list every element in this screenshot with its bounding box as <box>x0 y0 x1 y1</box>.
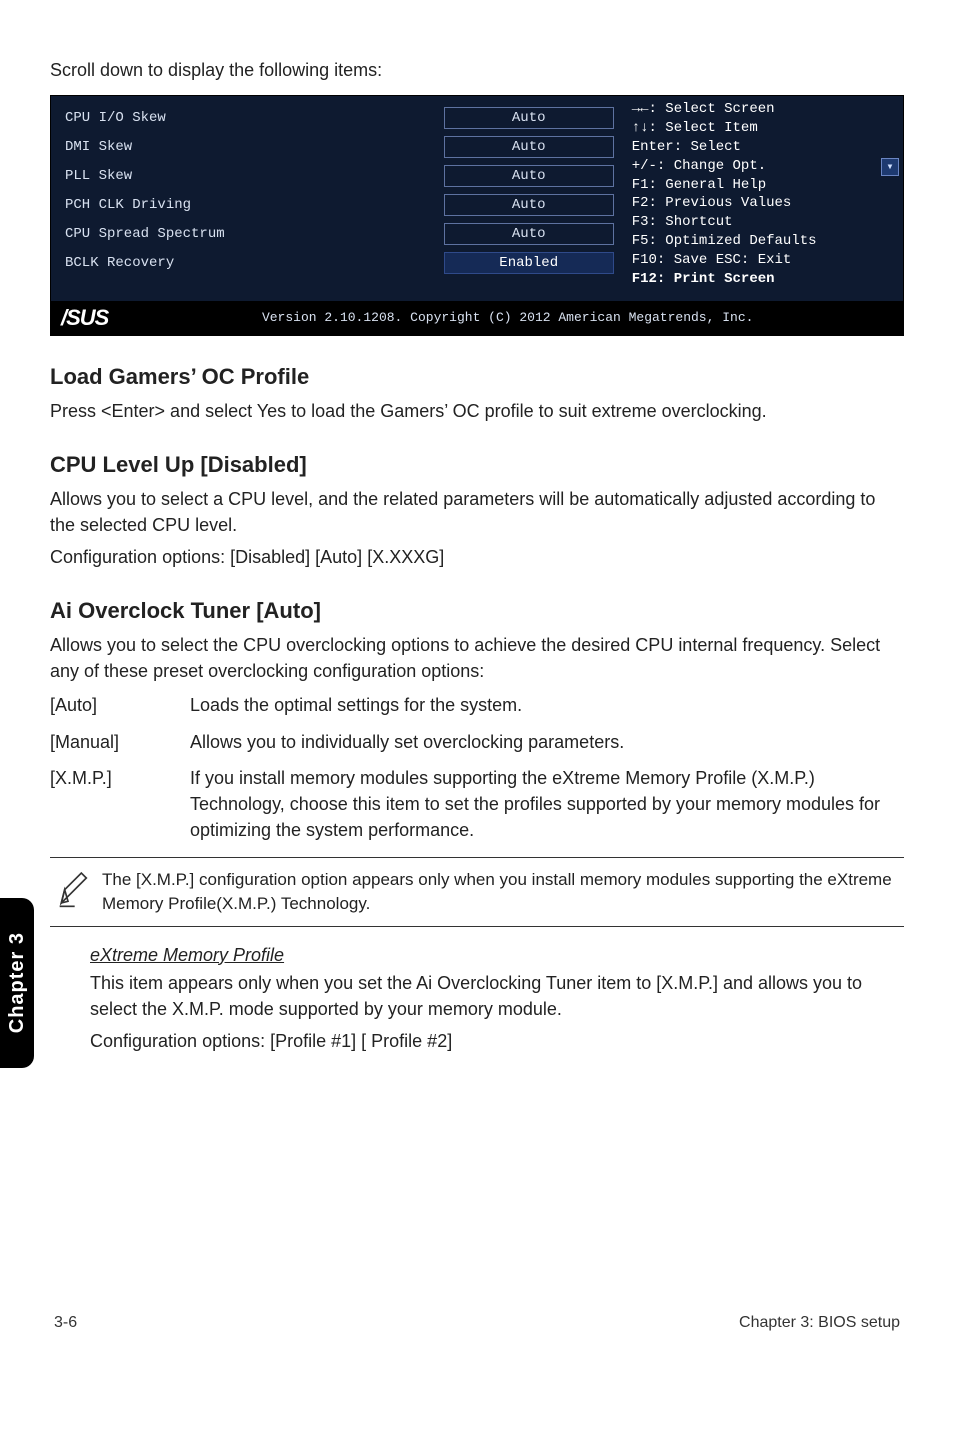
option-value: Allows you to individually set overclock… <box>190 729 904 755</box>
option-row: [X.M.P.] If you install memory modules s… <box>50 765 904 843</box>
option-key: [Manual] <box>50 729 190 755</box>
bios-help-panel: ▾ →←: Select Screen ↑↓: Select Item Ente… <box>624 96 903 301</box>
bios-version-text: Version 2.10.1208. Copyright (C) 2012 Am… <box>122 310 893 325</box>
bios-row: BCLK Recovery Enabled <box>65 252 614 274</box>
bios-value[interactable]: Auto <box>444 165 614 187</box>
page-footer: 3-6 Chapter 3: BIOS setup <box>50 1314 904 1332</box>
section-body: Allows you to select a CPU level, and th… <box>50 486 904 538</box>
subsection: eXtreme Memory Profile This item appears… <box>50 945 904 1054</box>
bios-screenshot: CPU I/O Skew Auto DMI Skew Auto PLL Skew Au… <box>50 95 904 336</box>
bios-value[interactable]: Auto <box>444 107 614 129</box>
help-line: F2: Previous Values <box>632 194 893 213</box>
asus-logo: /SUS <box>61 305 108 331</box>
help-line: F3: Shortcut <box>632 213 893 232</box>
help-line: F5: Optimized Defaults <box>632 232 893 251</box>
options-list: [Auto] Loads the optimal settings for th… <box>50 692 904 842</box>
section-body: Press <Enter> and select Yes to load the… <box>50 398 904 424</box>
bios-row: DMI Skew Auto <box>65 136 614 158</box>
subsection-body: This item appears only when you set the … <box>90 970 904 1022</box>
bios-label: CPU I/O Skew <box>65 110 166 126</box>
pencil-icon <box>56 868 102 913</box>
help-line: F10: Save ESC: Exit <box>632 251 893 270</box>
bios-row: PLL Skew Auto <box>65 165 614 187</box>
bios-value[interactable]: Auto <box>444 136 614 158</box>
note-text: The [X.M.P.] configuration option appear… <box>102 868 898 916</box>
section-body: Configuration options: [Disabled] [Auto]… <box>50 544 904 570</box>
page-content: Scroll down to display the following ite… <box>0 0 954 1372</box>
bios-row: PCH CLK Driving Auto <box>65 194 614 216</box>
option-row: [Manual] Allows you to individually set … <box>50 729 904 755</box>
bios-label: PLL Skew <box>65 168 132 184</box>
page-footer-right: Chapter 3: BIOS setup <box>739 1314 900 1332</box>
help-line: F1: General Help <box>632 176 893 195</box>
section-title-cpu-level: CPU Level Up [Disabled] <box>50 452 904 478</box>
bios-value[interactable]: Auto <box>444 194 614 216</box>
option-value: Loads the optimal settings for the syste… <box>190 692 904 718</box>
help-line: →←: Select Screen <box>632 100 893 119</box>
bios-label: DMI Skew <box>65 139 132 155</box>
intro-text: Scroll down to display the following ite… <box>50 60 904 81</box>
option-key: [Auto] <box>50 692 190 718</box>
section-body: Allows you to select the CPU overclockin… <box>50 632 904 684</box>
bios-row: CPU I/O Skew Auto <box>65 107 614 129</box>
subsection-body: Configuration options: [Profile #1] [ Pr… <box>90 1028 904 1054</box>
section-title-ai-tuner: Ai Overclock Tuner [Auto] <box>50 598 904 624</box>
option-value: If you install memory modules supporting… <box>190 765 904 843</box>
bios-label: BCLK Recovery <box>65 255 174 271</box>
help-line: +/-: Change Opt. <box>632 157 893 176</box>
bios-label: CPU Spread Spectrum <box>65 226 225 242</box>
option-key: [X.M.P.] <box>50 765 190 843</box>
section-title-load-profile: Load Gamers’ OC Profile <box>50 364 904 390</box>
bios-value[interactable]: Auto <box>444 223 614 245</box>
bios-value[interactable]: Enabled <box>444 252 614 274</box>
subsection-title: eXtreme Memory Profile <box>90 945 904 966</box>
help-line: F12: Print Screen <box>632 270 893 289</box>
page-number: 3-6 <box>54 1314 77 1332</box>
help-line: ↑↓: Select Item <box>632 119 893 138</box>
bios-row: CPU Spread Spectrum Auto <box>65 223 614 245</box>
option-row: [Auto] Loads the optimal settings for th… <box>50 692 904 718</box>
help-line: Enter: Select <box>632 138 893 157</box>
bios-body: CPU I/O Skew Auto DMI Skew Auto PLL Skew Au… <box>51 96 903 301</box>
bios-label: PCH CLK Driving <box>65 197 191 213</box>
scroll-down-icon[interactable]: ▾ <box>881 158 899 176</box>
bios-footer: /SUS Version 2.10.1208. Copyright (C) 20… <box>51 301 903 335</box>
bios-settings-panel: CPU I/O Skew Auto DMI Skew Auto PLL Skew Au… <box>51 96 624 301</box>
note-box: The [X.M.P.] configuration option appear… <box>50 857 904 927</box>
